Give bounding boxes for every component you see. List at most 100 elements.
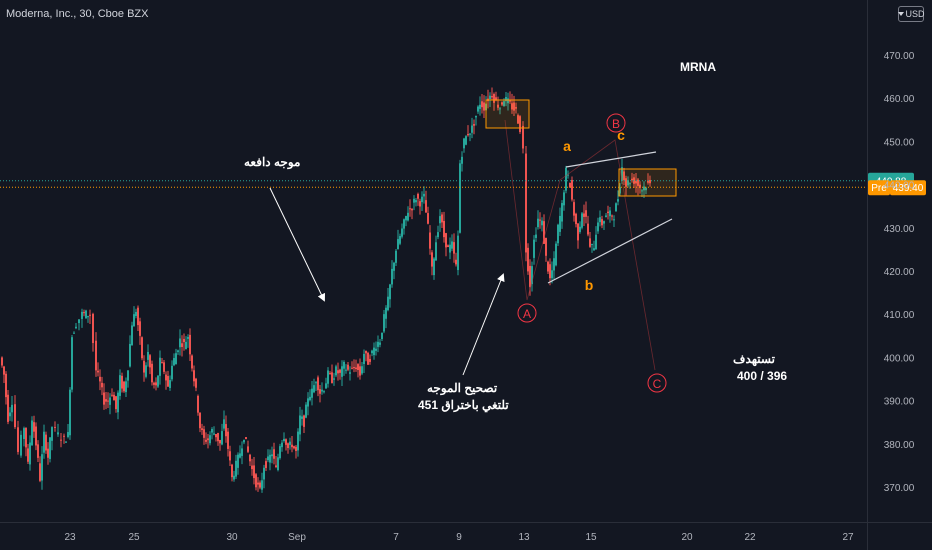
candle-body	[279, 446, 281, 459]
candle-body	[65, 441, 67, 443]
candle-body	[389, 284, 391, 300]
candle-body	[335, 366, 337, 376]
candle-body	[641, 190, 643, 192]
candle-body	[353, 366, 355, 369]
candle-body	[483, 102, 485, 111]
y-tick-label: 430.00	[884, 224, 915, 235]
candle-body	[581, 213, 583, 228]
candle-body	[395, 250, 397, 263]
candle-body	[605, 215, 607, 218]
candle-body	[305, 404, 307, 418]
x-tick-label: 13	[518, 532, 530, 543]
candle-body	[329, 373, 331, 375]
candle-body	[119, 375, 121, 396]
y-tick-label: 400.00	[884, 353, 915, 364]
candle-body	[453, 242, 455, 254]
candle-body	[609, 210, 611, 217]
candle-body	[39, 463, 41, 481]
candle-body	[97, 370, 99, 373]
candle-body	[251, 465, 253, 470]
x-tick-label: 30	[226, 532, 238, 543]
wave-C-circle	[647, 373, 667, 393]
candle-body	[431, 252, 433, 267]
candle-body	[425, 200, 427, 213]
candle-body	[173, 358, 175, 366]
candle-body	[491, 96, 493, 98]
candle-body	[447, 245, 449, 247]
candle-body	[639, 184, 641, 188]
candle-body	[545, 237, 547, 256]
candle-body	[133, 314, 135, 327]
candle-body	[143, 360, 145, 373]
correction-annotation-line1: تصحيح الموجه	[427, 381, 498, 395]
candle-body	[629, 183, 631, 185]
candle-body	[101, 382, 103, 388]
symbol-title[interactable]: Moderna, Inc., 30, Cboe BZX	[6, 8, 149, 20]
candle-body	[151, 363, 153, 383]
candle-body	[20, 434, 22, 456]
candle-body	[513, 102, 515, 111]
candle-body	[323, 391, 325, 393]
candle-body	[1, 357, 3, 366]
candle-body	[163, 362, 165, 372]
candle-body	[607, 211, 609, 214]
currency-button[interactable]: USD	[897, 6, 925, 22]
candle-body	[73, 332, 75, 334]
elliott-wave-drawings: A B C a b c	[269, 99, 677, 393]
candle-body	[3, 366, 5, 375]
candle-body	[33, 422, 35, 432]
y-tick-label: 410.00	[884, 310, 915, 321]
y-tick-label: 460.00	[884, 94, 915, 105]
candle-body	[377, 341, 379, 347]
candle-body	[193, 370, 195, 382]
candle-body	[435, 242, 437, 261]
candle-body	[555, 243, 557, 266]
candle-body	[499, 108, 501, 110]
candle-body	[215, 433, 217, 438]
candle-body	[563, 192, 565, 206]
candle-body	[421, 196, 423, 203]
candle-body	[235, 460, 237, 477]
target-annotation-line1: تستهدف	[733, 352, 775, 366]
top-consolidation-box	[485, 99, 530, 129]
candle-body	[37, 444, 39, 458]
candle-body	[415, 200, 417, 203]
candle-body	[89, 314, 91, 316]
candle-body	[267, 456, 269, 461]
candle-body	[14, 404, 16, 428]
candle-body	[147, 351, 149, 360]
candle-body	[185, 341, 187, 350]
candle-body	[199, 412, 201, 429]
x-tick-label: 23	[64, 532, 76, 543]
candle-body	[253, 465, 255, 479]
candle-body	[261, 480, 263, 490]
x-tick-label: 25	[128, 532, 140, 543]
candle-body	[515, 107, 517, 109]
candle-body	[43, 431, 45, 453]
candle-body	[445, 233, 447, 248]
candle-body	[461, 156, 463, 164]
candle-body	[309, 396, 311, 401]
candle-body	[467, 134, 469, 136]
candle-body	[525, 153, 527, 253]
candle-body	[29, 442, 31, 465]
candle-body	[113, 394, 115, 401]
candle-body	[391, 268, 393, 285]
candle-body	[455, 259, 457, 265]
candle-body	[187, 337, 189, 339]
candle-body	[543, 221, 545, 244]
candle-body	[457, 235, 459, 271]
pre-market-price-badge	[890, 180, 926, 196]
candle-body	[423, 193, 425, 197]
candle-body	[401, 228, 403, 237]
candle-body	[365, 350, 367, 354]
candle-body	[559, 215, 561, 232]
x-tick-label: 9	[456, 532, 462, 543]
candle-body	[473, 124, 475, 126]
candle-body	[155, 382, 157, 386]
candle-body	[45, 434, 47, 451]
candle-body	[239, 453, 241, 458]
candle-body	[49, 437, 51, 459]
candle-body	[229, 451, 231, 461]
